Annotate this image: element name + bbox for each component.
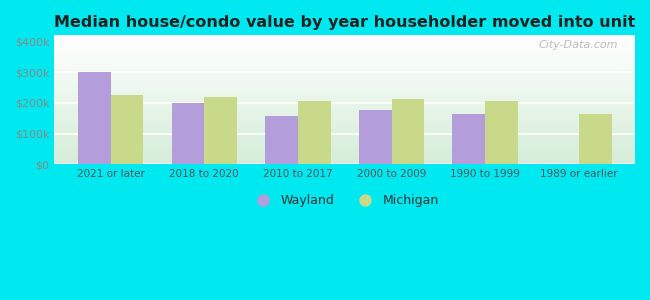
- Bar: [111, 95, 144, 164]
- Bar: [391, 99, 424, 164]
- Bar: [265, 116, 298, 164]
- Legend: Wayland, Michigan: Wayland, Michigan: [245, 189, 444, 212]
- Bar: [172, 103, 204, 164]
- Title: Median house/condo value by year householder moved into unit: Median house/condo value by year househo…: [54, 15, 636, 30]
- Bar: [298, 101, 331, 164]
- Text: City-Data.com: City-Data.com: [538, 40, 617, 50]
- Bar: [204, 97, 237, 164]
- Bar: [578, 114, 612, 164]
- Bar: [78, 72, 111, 164]
- Bar: [485, 101, 518, 164]
- Bar: [452, 114, 485, 164]
- Bar: [359, 110, 391, 164]
